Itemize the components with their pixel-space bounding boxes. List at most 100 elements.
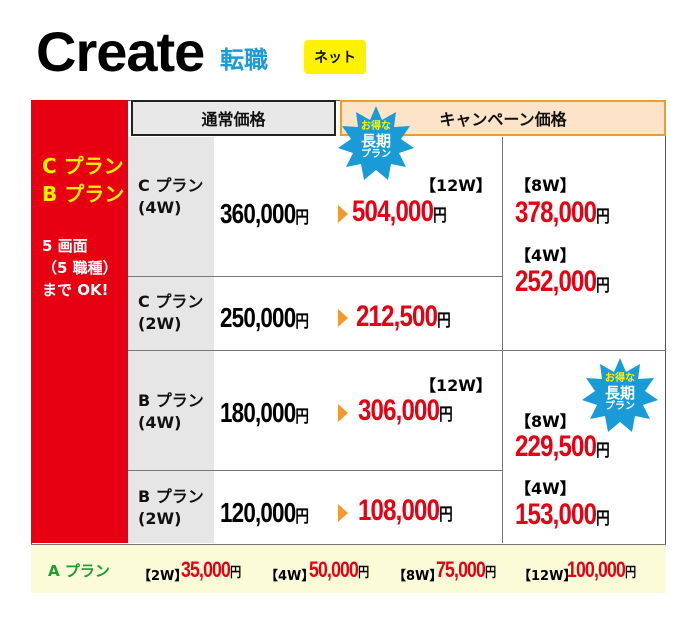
badge-text: お得な 長期 プラン xyxy=(336,120,416,162)
arrow-icon xyxy=(338,205,348,223)
a-plan-value: 100,000 xyxy=(567,557,626,582)
a-plan-week: 【2W】 xyxy=(138,569,188,584)
week-label: 【12W】 xyxy=(420,376,492,395)
badge-line3: プラン xyxy=(605,401,635,412)
campaign-price: 229,500円 xyxy=(515,430,610,464)
regular-value: 180,000 xyxy=(220,397,296,428)
sale-value: 306,000 xyxy=(358,394,440,427)
row-term: (4W) xyxy=(138,413,182,432)
starburst-icon xyxy=(338,106,414,180)
net-tag: ネット xyxy=(304,40,366,74)
plan-names: C プラン B プラン xyxy=(42,152,124,208)
campaign-price: 378,000円 xyxy=(515,196,610,230)
campaign-value: 153,000 xyxy=(515,498,597,531)
row-plan-label: B プラン (2W) xyxy=(138,486,204,530)
campaign-week: 【8W】 xyxy=(515,412,576,431)
yen-unit: 円 xyxy=(596,441,610,460)
regular-price: 250,000円 xyxy=(220,302,309,334)
row-term: (4W) xyxy=(138,198,182,217)
row-plan: C プラン xyxy=(138,176,204,195)
badge-line2: 長期 xyxy=(604,384,635,402)
yen-unit: 円 xyxy=(358,564,369,580)
page-subtitle: 転職 xyxy=(220,46,268,74)
yen-unit: 円 xyxy=(295,312,309,331)
yen-unit: 円 xyxy=(295,208,309,227)
campaign-week: 【4W】 xyxy=(515,246,576,265)
yen-unit: 円 xyxy=(295,507,309,526)
sale-price: 108,000円 xyxy=(358,494,453,528)
sale-price: 306,000円 xyxy=(358,394,453,428)
regular-value: 360,000 xyxy=(220,198,296,229)
a-plan-week: 【4W】 xyxy=(265,569,315,584)
campaign-price: 252,000円 xyxy=(515,265,610,299)
row-plan: C プラン xyxy=(138,292,204,311)
row-plan: B プラン xyxy=(138,487,204,506)
plan-column xyxy=(31,100,128,543)
long-term-plan-badge: お得な 長期 プラン xyxy=(580,356,660,440)
campaign-week: 【4W】 xyxy=(515,479,576,498)
plan-b-label: B プラン xyxy=(42,182,125,206)
yen-unit: 円 xyxy=(295,407,309,426)
screen-note-line1: 5 画面 xyxy=(42,237,88,255)
badge-line3: プラン xyxy=(361,149,391,160)
a-plan-price: 35,000円 xyxy=(181,557,241,583)
badge-text: お得な 長期 プラン xyxy=(580,372,660,414)
starburst-icon xyxy=(582,358,658,432)
regular-price: 180,000円 xyxy=(220,397,309,429)
sale-value: 212,500 xyxy=(356,300,438,333)
yen-unit: 円 xyxy=(596,509,610,528)
regular-value: 250,000 xyxy=(220,302,296,333)
badge-line1: お得な xyxy=(605,373,635,384)
a-plan-price: 50,000円 xyxy=(309,557,369,583)
long-term-plan-badge: お得な 長期 プラン xyxy=(336,104,416,188)
regular-price-header: 通常価格 xyxy=(131,100,336,136)
yen-unit: 円 xyxy=(596,276,610,295)
row-plan-label: C プラン (4W) xyxy=(138,175,203,219)
row-divider xyxy=(128,276,502,277)
row-term: (2W) xyxy=(138,314,182,333)
a-plan-price: 100,000円 xyxy=(567,557,636,583)
brand-title: Create xyxy=(36,20,205,83)
screen-note-line2: （5 職種） xyxy=(42,259,118,277)
badge-line2: 長期 xyxy=(360,132,391,150)
plan-c-label: C プラン xyxy=(42,154,124,178)
yen-unit: 円 xyxy=(439,505,453,524)
arrow-icon xyxy=(338,309,348,327)
a-plan-week: 【12W】 xyxy=(518,569,577,584)
campaign-value: 229,500 xyxy=(515,430,597,463)
column-divider xyxy=(502,137,503,543)
regular-price: 120,000円 xyxy=(220,497,309,529)
arrow-icon xyxy=(338,504,348,522)
row-plan-label: C プラン (2W) xyxy=(138,291,203,335)
yen-unit: 円 xyxy=(437,311,451,330)
campaign-value: 252,000 xyxy=(515,265,597,298)
sale-value: 108,000 xyxy=(358,494,440,527)
week-label: 【12W】 xyxy=(420,176,492,195)
campaign-value: 378,000 xyxy=(515,196,597,229)
sale-price: 212,500円 xyxy=(356,300,451,334)
yen-unit: 円 xyxy=(625,564,636,580)
row-plan: B プラン xyxy=(138,391,204,410)
screen-note: 5 画面 （5 職種） まで OK! xyxy=(42,235,118,301)
yen-unit: 円 xyxy=(433,206,447,225)
section-divider xyxy=(128,350,666,351)
regular-value: 120,000 xyxy=(220,497,296,528)
sale-value: 504,000 xyxy=(352,195,434,228)
yen-unit: 円 xyxy=(485,564,496,580)
campaign-price: 153,000円 xyxy=(515,498,610,532)
yen-unit: 円 xyxy=(596,207,610,226)
screen-note-line3: まで OK! xyxy=(42,281,109,299)
a-plan-price: 75,000円 xyxy=(436,557,496,583)
row-divider xyxy=(128,470,502,471)
yen-unit: 円 xyxy=(230,564,241,580)
row-term: (2W) xyxy=(138,509,182,528)
term-column xyxy=(128,137,214,543)
regular-price: 360,000円 xyxy=(220,198,309,230)
yen-unit: 円 xyxy=(439,405,453,424)
arrow-icon xyxy=(338,404,348,422)
a-plan-value: 50,000 xyxy=(309,557,359,582)
row-plan-label: B プラン (4W) xyxy=(138,390,204,434)
a-plan-value: 75,000 xyxy=(436,557,486,582)
a-plan-value: 35,000 xyxy=(181,557,231,582)
badge-line1: お得な xyxy=(361,121,391,132)
